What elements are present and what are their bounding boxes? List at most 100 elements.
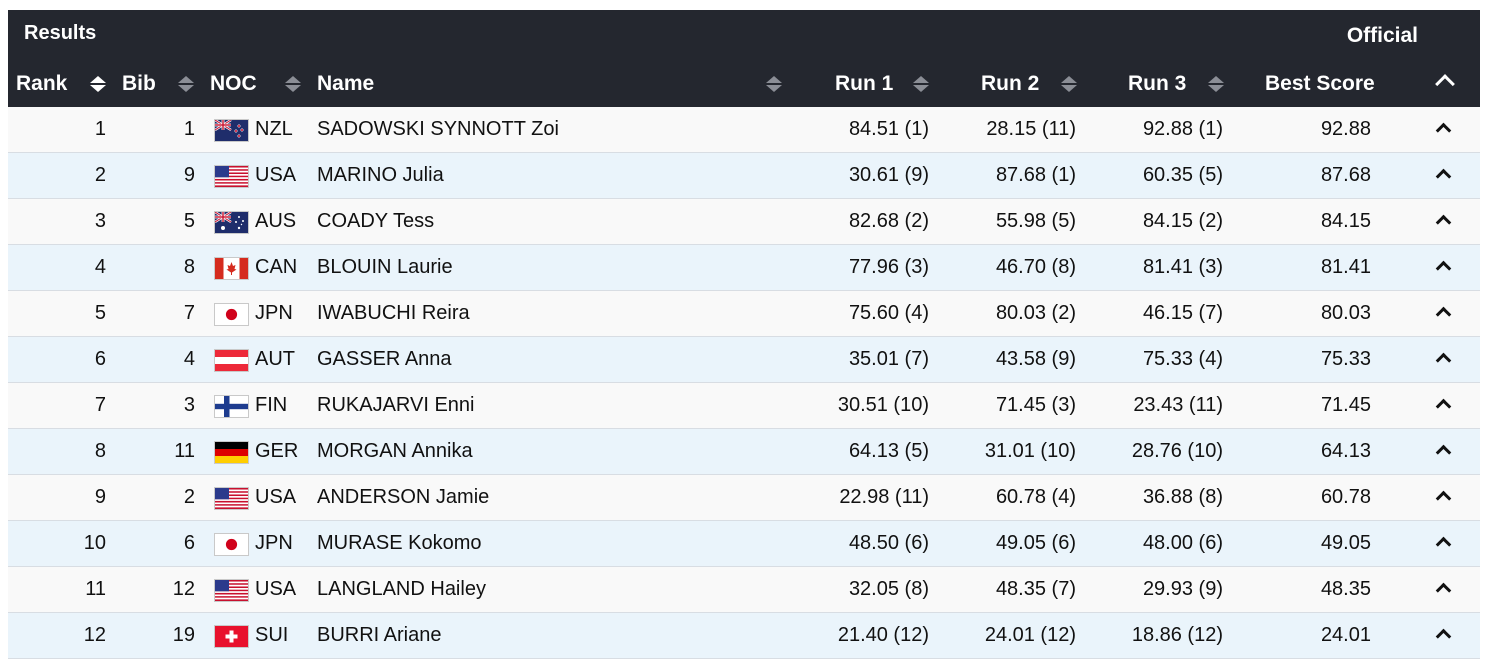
run2-cell: 28.15 (11) [986,118,1076,140]
athlete-name-cell[interactable]: IWABUCHI Reira [317,302,470,324]
table-row[interactable]: 10 6 JPN MURASE Kokomo 48.50 (6) 49.05 (6) 48.… [8,521,1480,567]
run1-cell: 21.40 (12) [837,624,929,646]
expand-row-chevron-icon[interactable] [1435,490,1452,507]
column-header-row: Rank Bib NOC Name Run 1 Run 2 Run 3 Best… [8,62,1480,107]
noc-cell: FIN [255,394,288,416]
name-sort-icon[interactable] [765,62,783,106]
bib-cell: 1 [183,118,195,140]
noc-sort-icon[interactable] [284,62,302,106]
results-header-bar: Results Official [8,10,1480,62]
best-score-cell: 24.01 [1320,624,1371,646]
run1-cell: 84.51 (1) [848,118,929,140]
expand-row-chevron-icon[interactable] [1435,168,1452,185]
expand-row-chevron-icon[interactable] [1435,260,1452,277]
rank-column-header[interactable]: Rank [16,72,68,95]
run3-cell: 75.33 (4) [1142,348,1223,370]
best-score-cell: 81.41 [1320,256,1371,278]
rank-cell: 2 [94,164,106,186]
table-row[interactable]: 11 12 USA LANGLAND Hailey 32.05 (8) 48.35 (7)… [8,567,1480,613]
run1-cell: 35.01 (7) [848,348,929,370]
athlete-name-cell[interactable]: MURASE Kokomo [317,532,482,554]
fin-flag-icon [214,395,249,418]
table-row[interactable]: 12 19 SUI BURRI Ariane 21.40 (12) 24.01 (12) 1… [8,613,1480,659]
run2-cell: 43.58 (9) [995,348,1076,370]
bib-column-header[interactable]: Bib [122,72,156,95]
run3-cell: 18.86 (12) [1131,624,1223,646]
run2-column-header[interactable]: Run 2 [981,72,1040,95]
athlete-name-cell[interactable]: LANGLAND Hailey [317,578,486,600]
name-column-header[interactable]: Name [317,72,375,95]
run1-column-header[interactable]: Run 1 [835,72,894,95]
rank-cell: 3 [94,210,106,232]
official-status: Official [1346,24,1418,47]
run2-cell: 80.03 (2) [995,302,1076,324]
bib-cell: 5 [183,210,195,232]
run3-cell: 29.93 (9) [1142,578,1223,600]
noc-cell: USA [255,164,297,186]
expand-row-chevron-icon[interactable] [1435,582,1452,599]
table-row[interactable]: 3 5 AUS COADY Tess 82.68 (2) 55.98 (5) 84.15 (… [8,199,1480,245]
noc-cell: JPN [255,532,293,554]
ger-flag-icon [214,441,249,464]
athlete-name-cell[interactable]: ANDERSON Jamie [317,486,490,508]
best-score-cell: 80.03 [1320,302,1371,324]
table-row[interactable]: 7 3 FIN RUKAJARVI Enni 30.51 (10) 71.45 (3) 23… [8,383,1480,429]
rank-sort-icon[interactable] [89,62,107,106]
jpn-flag-icon [214,533,249,556]
athlete-name-cell[interactable]: GASSER Anna [317,348,452,370]
noc-cell: CAN [255,256,298,278]
athlete-name-cell[interactable]: MARINO Julia [317,164,444,186]
athlete-name-cell[interactable]: BLOUIN Laurie [317,256,453,278]
table-row[interactable]: 9 2 USA ANDERSON Jamie 22.98 (11) 60.78 (4) 36… [8,475,1480,521]
run3-cell: 84.15 (2) [1142,210,1223,232]
table-row[interactable]: 1 1 NZL SADOWSKI SYNNOTT Zoi 84.51 (1) 28.15 … [8,107,1480,153]
bib-cell: 4 [183,348,195,370]
athlete-name-cell[interactable]: RUKAJARVI Enni [317,394,475,416]
run3-sort-icon[interactable] [1207,62,1225,106]
table-row[interactable]: 2 9 USA MARINO Julia 30.61 (9) 87.68 (1) 60.35… [8,153,1480,199]
best-score-cell: 84.15 [1320,210,1371,232]
athlete-name-cell[interactable]: COADY Tess [317,210,435,232]
expand-row-chevron-icon[interactable] [1435,536,1452,553]
noc-cell: USA [255,578,297,600]
run2-sort-icon[interactable] [1060,62,1078,106]
rank-cell: 6 [94,348,106,370]
run3-cell: 28.76 (10) [1131,440,1223,462]
run3-cell: 92.88 (1) [1142,118,1223,140]
expand-row-chevron-icon[interactable] [1435,122,1452,139]
expand-row-chevron-icon[interactable] [1435,628,1452,645]
expand-row-chevron-icon[interactable] [1435,352,1452,369]
bib-sort-icon[interactable] [177,62,195,106]
noc-cell: AUS [255,210,297,232]
noc-column-header[interactable]: NOC [210,72,257,95]
table-row[interactable]: 4 8 CAN BLOUIN Laurie 77.96 (3) 46.70 (8) 81.4… [8,245,1480,291]
bib-cell: 11 [174,440,195,462]
can-flag-icon [214,257,249,280]
best-score-column-header[interactable]: Best Score [1265,72,1375,95]
table-row[interactable]: 6 4 AUT GASSER Anna 35.01 (7) 43.58 (9) 75.33 … [8,337,1480,383]
run1-cell: 30.61 (9) [848,164,929,186]
run3-cell: 48.00 (6) [1142,532,1223,554]
run1-cell: 22.98 (11) [839,486,929,508]
bib-cell: 3 [183,394,195,416]
noc-cell: SUI [255,624,289,646]
expand-row-chevron-icon[interactable] [1435,214,1452,231]
run3-cell: 81.41 (3) [1142,256,1223,278]
expand-row-chevron-icon[interactable] [1435,306,1452,323]
expand-row-chevron-icon[interactable] [1435,398,1452,415]
expand-row-chevron-icon[interactable] [1435,444,1452,461]
table-row[interactable]: 8 11 GER MORGAN Annika 64.13 (5) 31.01 (10) 28… [8,429,1480,475]
run2-cell: 60.78 (4) [995,486,1076,508]
nzl-flag-icon [214,119,249,142]
noc-cell: JPN [255,302,293,324]
athlete-name-cell[interactable]: MORGAN Annika [317,440,473,462]
table-row[interactable]: 5 7 JPN IWABUCHI Reira 75.60 (4) 80.03 (2) 46.… [8,291,1480,337]
rank-cell: 9 [94,486,106,508]
collapse-all-chevron-icon[interactable] [1435,74,1455,94]
athlete-name-cell[interactable]: BURRI Ariane [317,624,442,646]
run1-sort-icon[interactable] [912,62,930,106]
run3-column-header[interactable]: Run 3 [1128,72,1187,95]
best-score-cell: 60.78 [1320,486,1371,508]
run1-cell: 77.96 (3) [848,256,929,278]
athlete-name-cell[interactable]: SADOWSKI SYNNOTT Zoi [317,118,559,140]
